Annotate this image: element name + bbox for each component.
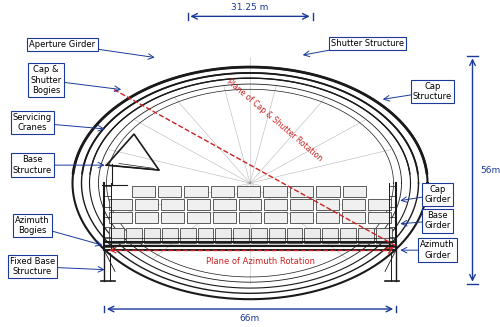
Text: Plane of Azimuth Rotation: Plane of Azimuth Rotation [206, 257, 314, 267]
Text: Plane of Cap & Shutter Rotation: Plane of Cap & Shutter Rotation [226, 77, 324, 163]
Bar [180, 228, 196, 243]
Bar [144, 228, 160, 243]
Text: Servicing
Cranes: Servicing Cranes [13, 113, 52, 132]
Text: Cap &
Shutter
Bogies: Cap & Shutter Bogies [30, 65, 62, 95]
Bar [286, 228, 302, 243]
Bar [251, 228, 267, 243]
Text: Aperture Girder: Aperture Girder [30, 40, 96, 49]
Bar [342, 199, 365, 210]
Bar [126, 228, 142, 243]
Bar [184, 186, 208, 197]
Bar [233, 228, 249, 243]
Text: Cap
Structure: Cap Structure [413, 82, 452, 101]
Bar [109, 212, 132, 223]
Bar [135, 212, 158, 223]
Bar [161, 212, 184, 223]
Bar [238, 199, 262, 210]
Bar [210, 186, 234, 197]
Bar [304, 228, 320, 243]
Text: Base
Structure: Base Structure [13, 155, 52, 175]
Bar [264, 186, 287, 197]
Bar [290, 212, 314, 223]
Bar [161, 199, 184, 210]
Bar [264, 212, 287, 223]
Text: Azimuth
Bogies: Azimuth Bogies [15, 216, 50, 235]
Bar [198, 228, 214, 243]
Bar [237, 186, 260, 197]
Bar [162, 228, 178, 243]
Bar [264, 199, 287, 210]
Text: Fixed Base
Structure: Fixed Base Structure [10, 257, 55, 276]
Text: 56m: 56m [480, 165, 500, 175]
Bar [358, 228, 374, 243]
Text: Shutter Structure: Shutter Structure [331, 39, 404, 48]
Bar [132, 186, 155, 197]
Text: Cap
Girder: Cap Girder [424, 185, 450, 204]
Bar [109, 199, 132, 210]
Bar [186, 212, 210, 223]
Bar [316, 212, 339, 223]
Bar [158, 186, 182, 197]
Bar [376, 228, 392, 243]
Text: Base
Girder: Base Girder [424, 211, 450, 231]
Bar [368, 212, 391, 223]
Bar [290, 186, 313, 197]
Bar [186, 199, 210, 210]
Bar [342, 186, 366, 197]
Bar [212, 199, 236, 210]
Bar [322, 228, 338, 243]
Bar [238, 212, 262, 223]
Bar [216, 228, 231, 243]
Bar [290, 199, 314, 210]
Bar [212, 212, 236, 223]
Bar [368, 199, 391, 210]
Bar [316, 199, 339, 210]
Bar [340, 228, 356, 243]
Text: 66m: 66m [240, 314, 260, 323]
Bar [135, 199, 158, 210]
Bar [342, 212, 365, 223]
Bar [316, 186, 340, 197]
Text: Azimuth
Girder: Azimuth Girder [420, 240, 455, 260]
Bar [108, 228, 124, 243]
Text: 31.25 m: 31.25 m [232, 3, 268, 12]
Bar [269, 228, 284, 243]
